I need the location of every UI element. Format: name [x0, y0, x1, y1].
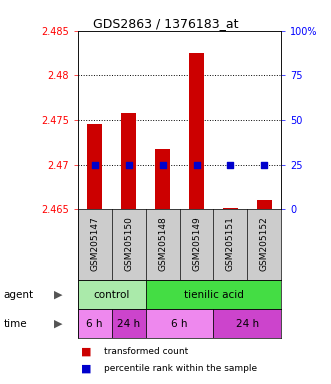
Text: percentile rank within the sample: percentile rank within the sample [104, 364, 258, 373]
Text: ▶: ▶ [54, 290, 62, 300]
Text: GSM205149: GSM205149 [192, 216, 201, 271]
Text: GSM205147: GSM205147 [90, 216, 99, 271]
Bar [213, 309, 281, 338]
Bar [78, 280, 146, 309]
Text: GSM205151: GSM205151 [226, 216, 235, 271]
Text: transformed count: transformed count [104, 347, 189, 356]
Bar [146, 280, 281, 309]
Bar [155, 149, 170, 209]
Point [160, 162, 165, 168]
Text: ■: ■ [81, 346, 92, 356]
Bar [189, 53, 204, 209]
Text: 6 h: 6 h [86, 318, 103, 329]
Text: 24 h: 24 h [236, 318, 259, 329]
Bar [257, 200, 272, 209]
Bar [87, 124, 102, 209]
Text: 24 h: 24 h [117, 318, 140, 329]
Bar [78, 309, 112, 338]
Bar [112, 309, 146, 338]
Text: time: time [3, 318, 27, 329]
Text: GSM205152: GSM205152 [260, 216, 269, 271]
Text: GSM205148: GSM205148 [158, 216, 167, 271]
Bar [121, 113, 136, 209]
Point [126, 162, 131, 168]
Text: control: control [94, 290, 130, 300]
Text: 6 h: 6 h [171, 318, 188, 329]
Text: ■: ■ [81, 364, 92, 374]
Text: agent: agent [3, 290, 33, 300]
Text: ▶: ▶ [54, 318, 62, 329]
Text: tienilic acid: tienilic acid [184, 290, 243, 300]
Text: GDS2863 / 1376183_at: GDS2863 / 1376183_at [93, 17, 238, 30]
Bar [146, 309, 213, 338]
Point [92, 162, 97, 168]
Text: GSM205150: GSM205150 [124, 216, 133, 271]
Point [262, 162, 267, 168]
Point [194, 162, 199, 168]
Point [228, 162, 233, 168]
